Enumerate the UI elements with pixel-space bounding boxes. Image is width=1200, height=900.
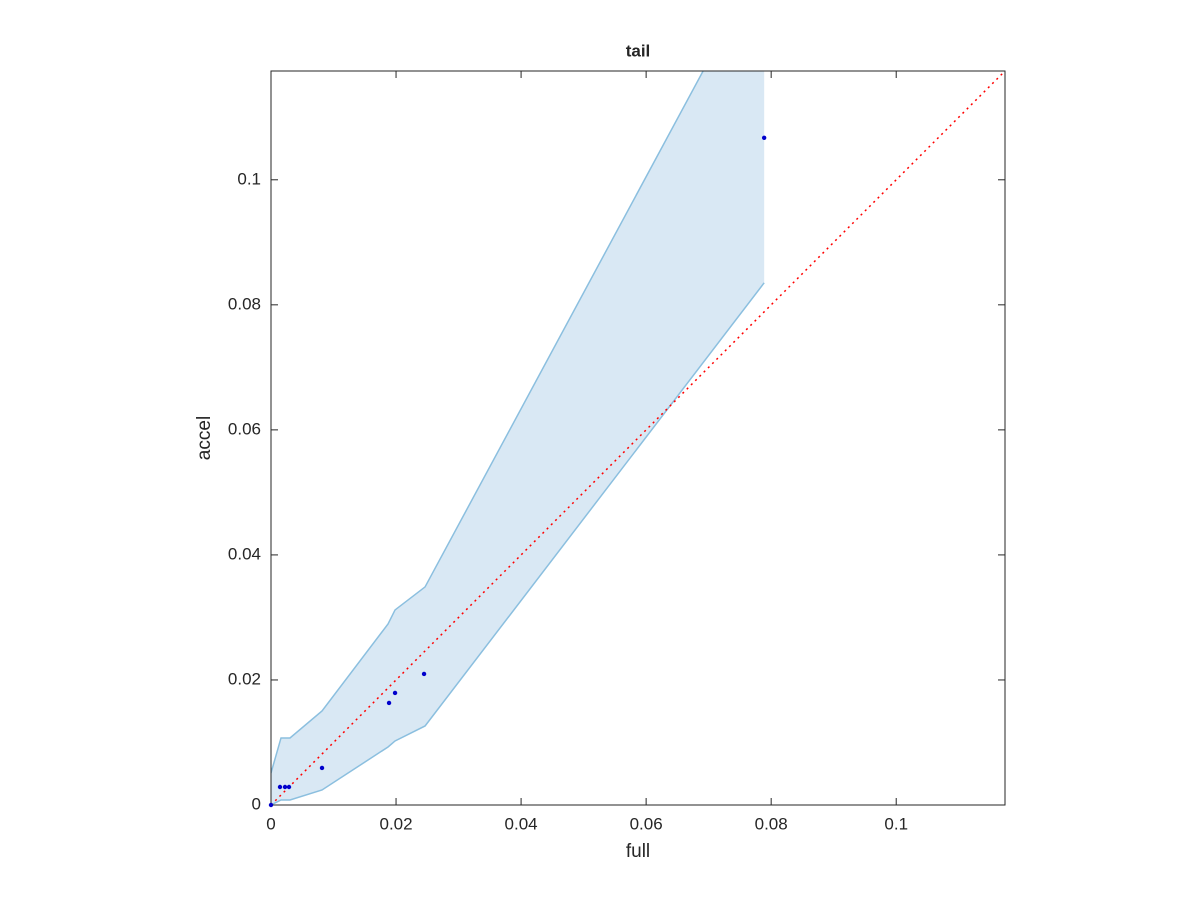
data-point [421,671,427,677]
y-tick-label: 0.1 [237,169,261,188]
data-point [286,784,292,790]
reference-line [271,71,1005,805]
x-axis-label: full [626,841,650,862]
data-point [319,765,325,771]
data-point [282,784,288,790]
confidence-band [271,71,765,805]
data-point [386,700,392,706]
axes-box [270,70,1006,806]
x-tick-label: 0.02 [379,814,412,833]
data-point [268,802,274,808]
x-tick-label: 0.04 [505,814,538,833]
data-point [761,135,767,140]
y-axis-label: accel [194,416,215,460]
x-tick-label: 0 [266,814,275,833]
y-tick-label: 0.08 [228,294,261,313]
band-upper-edge [271,71,704,774]
y-tick-label: 0.02 [228,669,261,688]
data-point [277,784,283,790]
y-tick-label: 0.04 [228,544,261,563]
x-tick-label: 0.06 [630,814,663,833]
plot-area [271,71,1005,805]
y-tick-label: 0 [252,794,261,813]
band-lower-edge [271,282,765,805]
x-tick-label: 0.1 [884,814,908,833]
x-tick-label: 0.08 [755,814,788,833]
y-tick-label: 0.06 [228,419,261,438]
chart-title: tail [626,41,651,60]
data-point [392,690,398,696]
